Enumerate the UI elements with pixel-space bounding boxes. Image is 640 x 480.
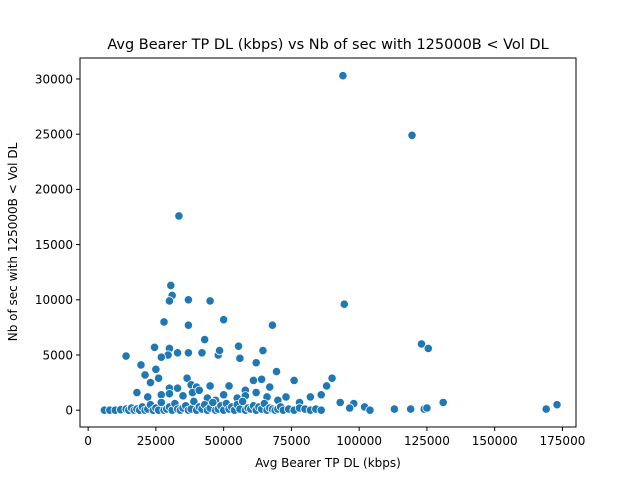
data-point — [552, 400, 562, 410]
data-point — [205, 296, 215, 306]
data-point — [305, 392, 315, 402]
data-point — [541, 404, 551, 414]
x-tick-label: 0 — [84, 434, 92, 448]
data-point — [205, 381, 215, 391]
data-point — [365, 405, 375, 415]
y-tick-label: 10000 — [35, 293, 73, 307]
data-point — [219, 315, 229, 325]
data-point — [406, 404, 416, 414]
data-point — [248, 375, 259, 386]
x-tick-label: 125000 — [404, 434, 450, 448]
data-point — [238, 396, 248, 406]
data-point — [164, 296, 175, 306]
data-point — [251, 358, 261, 368]
plot-frame — [79, 57, 577, 428]
y-tick-label: 5000 — [42, 348, 73, 362]
data-point — [143, 392, 153, 402]
data-point — [172, 383, 183, 393]
data-point — [289, 375, 299, 386]
data-point — [327, 373, 337, 383]
data-point — [338, 71, 348, 81]
data-point — [335, 397, 345, 408]
data-point — [183, 348, 194, 358]
data-point — [145, 378, 156, 388]
data-point — [339, 299, 349, 309]
data-point — [316, 405, 326, 415]
data-point — [438, 397, 448, 408]
data-point — [345, 403, 355, 413]
x-tick-label: 150000 — [472, 434, 518, 448]
x-tick-label: 50000 — [205, 434, 243, 448]
data-point — [267, 320, 278, 330]
y-tick-label: 20000 — [35, 183, 73, 197]
x-axis-label: Avg Bearer TP DL (kbps) — [255, 456, 401, 470]
chart-title: Avg Bearer TP DL (kbps) vs Nb of sec wit… — [107, 37, 548, 53]
x-tick-label: 100000 — [336, 434, 382, 448]
data-point — [219, 390, 229, 400]
data-point — [271, 366, 282, 377]
data-point — [389, 404, 399, 414]
x-tick-label: 75000 — [272, 434, 310, 448]
x-axis-ticks: 0 25000 50000 75000 100000 125000 150000 175000 — [84, 427, 585, 448]
data-point — [422, 403, 432, 413]
data-point — [224, 381, 234, 391]
data-point — [154, 373, 164, 383]
data-point — [189, 396, 199, 406]
data-point — [132, 387, 142, 398]
data-point — [316, 390, 326, 400]
data-point — [174, 211, 184, 221]
y-axis-ticks: 0 5000 10000 15000 20000 25000 30000 — [35, 72, 80, 418]
data-point — [256, 374, 267, 384]
y-tick-label: 15000 — [35, 238, 73, 252]
y-axis-label: Nb of sec with 125000B < Vol DL — [6, 142, 20, 341]
data-point — [182, 373, 192, 383]
data-point — [423, 343, 433, 353]
data-point — [178, 391, 188, 401]
data-point — [164, 389, 175, 399]
data-point — [149, 342, 160, 352]
data-point — [200, 334, 210, 345]
data-point — [281, 392, 291, 402]
data-point — [194, 385, 204, 395]
data-point — [183, 295, 194, 305]
y-tick-label: 0 — [65, 404, 73, 418]
data-point — [166, 280, 176, 291]
data-point — [140, 370, 150, 380]
x-tick-label: 175000 — [540, 434, 586, 448]
data-point — [197, 348, 207, 358]
data-point — [156, 352, 166, 362]
data-point — [121, 351, 131, 361]
data-point — [265, 382, 275, 392]
y-tick-label: 25000 — [35, 127, 73, 141]
data-point — [183, 320, 194, 330]
data-point — [235, 353, 245, 363]
data-point — [251, 387, 261, 398]
data-point — [172, 348, 183, 358]
data-point — [136, 360, 146, 370]
y-tick-label: 30000 — [35, 72, 73, 86]
data-point — [322, 381, 332, 391]
data-point — [151, 364, 161, 374]
data-point — [416, 339, 427, 349]
x-tick-label: 25000 — [137, 434, 175, 448]
data-point — [214, 345, 225, 356]
data-point — [159, 317, 169, 327]
data-point — [233, 341, 244, 351]
data-point — [258, 345, 268, 356]
data-point — [407, 130, 417, 140]
points-layer — [99, 71, 562, 415]
data-point — [156, 390, 166, 400]
